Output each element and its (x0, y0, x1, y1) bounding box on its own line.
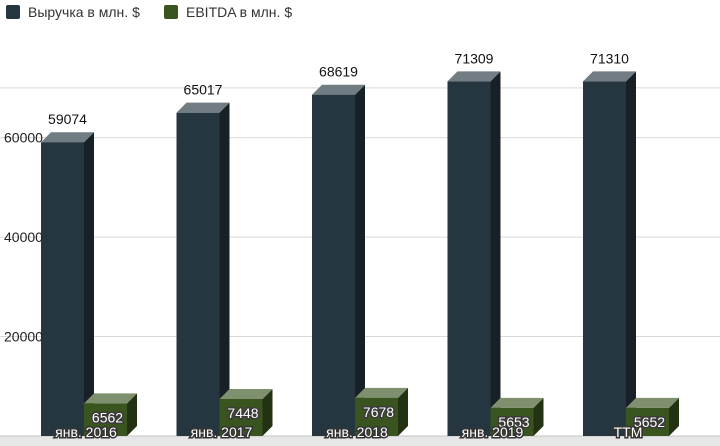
legend-label: EBITDA в млн. $ (186, 4, 292, 20)
bar-ebitda (219, 388, 273, 436)
bar-revenue-top (447, 71, 501, 82)
bar-ebitda-side (262, 388, 273, 436)
bar-ebitda (84, 393, 137, 436)
value-label-ebitda: 5652 (634, 414, 665, 430)
bar-ebitda-front (84, 403, 127, 436)
bar-revenue-side (355, 84, 365, 436)
value-label-ebitda: 6562 (92, 409, 123, 425)
value-label-ebitda: 7678 (363, 404, 394, 420)
bar-ebitda-side (669, 397, 679, 436)
floor-plane (0, 436, 720, 446)
y-tick-label: 60000 (4, 130, 43, 146)
bar-ebitda-front (355, 397, 398, 436)
value-label-revenue: 71309 (455, 50, 494, 66)
bar-revenue-side (219, 102, 230, 437)
bar-revenue-top (41, 132, 94, 143)
bar-revenue-top (176, 102, 230, 113)
bar-ebitda (626, 397, 679, 436)
bar-ebitda-side (127, 393, 137, 436)
legend-swatch (6, 5, 20, 19)
y-tick-label: 20000 (4, 329, 43, 345)
value-label-revenue: 71310 (590, 50, 629, 66)
x-tick-label: TTM (614, 424, 643, 440)
bar-revenue (312, 84, 365, 436)
bar-revenue-side (490, 71, 501, 436)
bar-ebitda-top (84, 393, 137, 404)
bar-ebitda-side (398, 387, 408, 436)
bar-ebitda (355, 387, 408, 436)
value-labels: 59074 6562 65017 7448 68619 7678 71309 5653 7131… (48, 50, 667, 431)
bar-ebitda-top (219, 388, 273, 399)
x-tick-label: янв. 2016 (55, 424, 117, 440)
bar-ebitda-front (490, 407, 534, 436)
bar-ebitda-top (355, 387, 408, 398)
y-axis: 20000 40000 60000 (4, 130, 43, 345)
legend-swatch (164, 5, 178, 19)
bar-revenue (41, 132, 94, 436)
value-label-revenue: 59074 (48, 111, 87, 127)
bar-revenue-top (312, 84, 365, 95)
bar-ebitda-top (490, 397, 544, 408)
bar-revenue-front (176, 112, 220, 436)
value-label-ebitda: 7448 (227, 405, 258, 421)
x-tick-label: янв. 2018 (326, 424, 388, 440)
bar-revenue (176, 102, 230, 437)
legend-label: Выручка в млн. $ (28, 4, 140, 20)
bar-ebitda-top (626, 397, 679, 408)
value-label-ebitda: 5653 (498, 414, 529, 430)
bar-revenue-front (41, 142, 84, 436)
legend: Выручка в млн. $ EBITDA в млн. $ (6, 4, 292, 20)
value-label-revenue: 65017 (184, 82, 223, 98)
bar-revenue-side (626, 71, 636, 436)
x-axis: янв. 2016 янв. 2017 янв. 2018 янв. 2019 TTM (54, 423, 644, 442)
bar-revenue-front (447, 81, 491, 437)
bar-ebitda-front (219, 399, 263, 436)
x-tick-label: янв. 2019 (462, 424, 524, 440)
x-tick-label: янв. 2017 (191, 424, 253, 440)
bar-ebitda-front (626, 407, 669, 436)
bar-revenue-front (312, 94, 355, 436)
bars (41, 71, 679, 437)
bar-revenue-side (84, 132, 94, 436)
y-tick-label: 40000 (4, 229, 43, 245)
bar-ebitda (490, 397, 544, 436)
bar-revenue-front (583, 81, 626, 437)
bar-ebitda-side (533, 397, 544, 436)
bar-revenue-top (583, 71, 636, 82)
bar-revenue (583, 71, 636, 437)
bar-revenue (447, 71, 501, 437)
value-label-revenue: 68619 (319, 64, 358, 80)
